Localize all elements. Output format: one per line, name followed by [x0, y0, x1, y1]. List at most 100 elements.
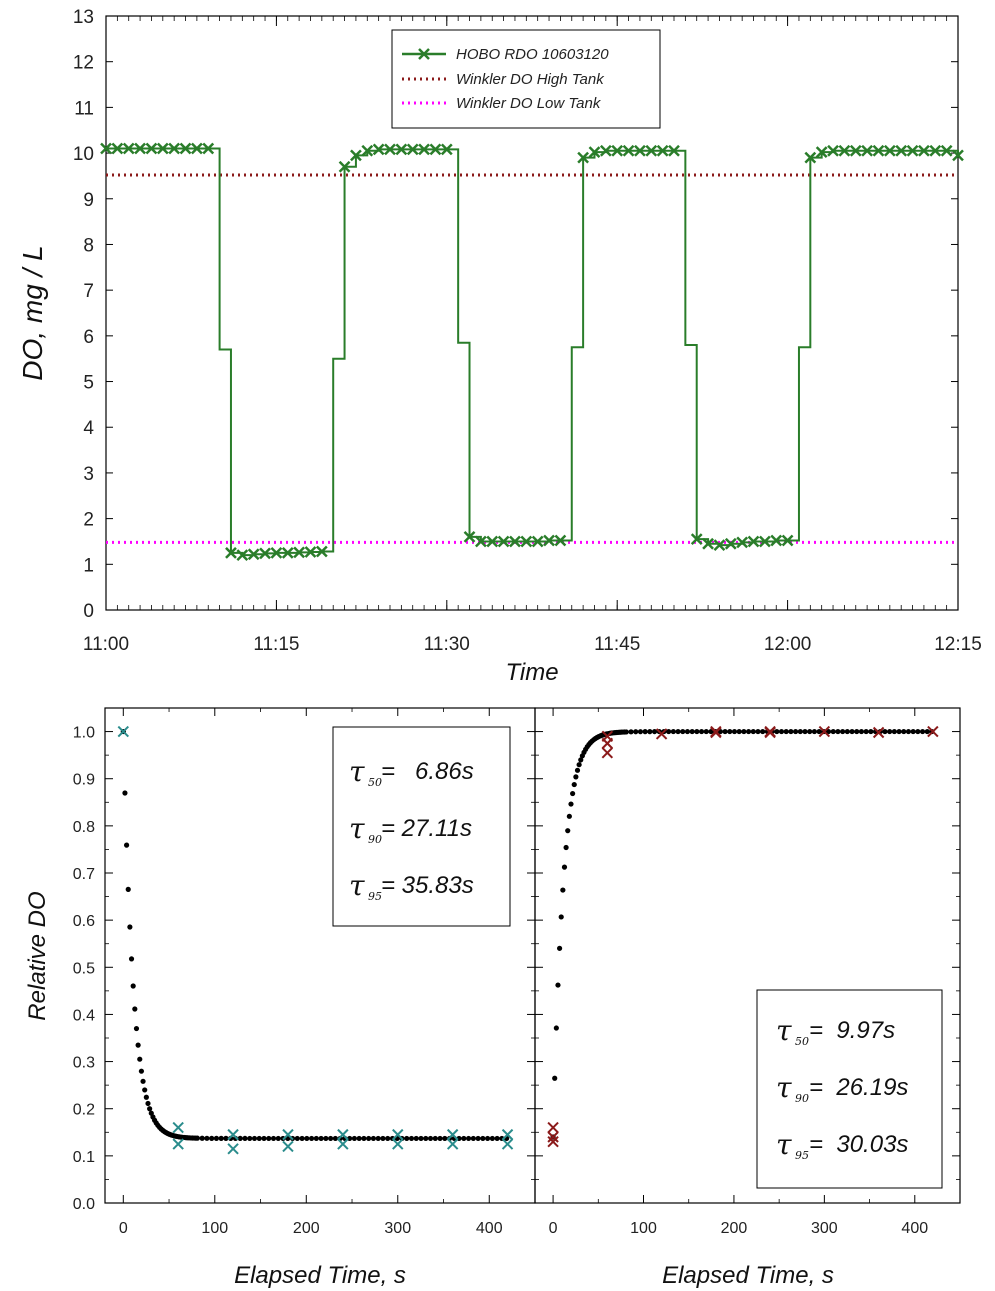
hobo-point-b [872, 144, 885, 157]
data-point [392, 1128, 404, 1141]
fit-dot [370, 1135, 377, 1142]
hobo-point-b [611, 144, 624, 157]
fit-dot [633, 729, 639, 735]
hobo-point-b [724, 537, 737, 550]
hobo-point-b [645, 144, 658, 157]
hobo-point [770, 534, 783, 547]
bl-tau50-sub: 50 [368, 776, 382, 789]
fit-dot [844, 728, 850, 735]
hobo-point [645, 144, 658, 157]
hobo-point [406, 143, 419, 156]
fit-dot [356, 1135, 362, 1142]
hobo-point [781, 534, 794, 547]
hobo-point [304, 546, 317, 558]
hobo-point [179, 142, 192, 155]
fit-dot [919, 728, 926, 735]
fit-dot [132, 1006, 138, 1012]
fit-dot [351, 1135, 357, 1142]
fit-dot [802, 728, 808, 735]
hobo-point [440, 143, 453, 156]
data-point-b [501, 1138, 514, 1150]
hobo-point-b [929, 144, 942, 157]
hobo-point [895, 144, 908, 157]
hobo-point-b [736, 536, 749, 549]
fit-dot [566, 813, 572, 819]
fit-dot [247, 1135, 253, 1142]
fit-dot [408, 1135, 415, 1142]
hobo-point [599, 144, 612, 157]
fit-dot [130, 983, 136, 989]
data-point-b [547, 1131, 559, 1143]
data-point [818, 725, 831, 738]
fit-dot [375, 1135, 381, 1142]
data-point-b [117, 725, 130, 738]
fit-dot [760, 728, 766, 735]
fit-dot [427, 1135, 434, 1142]
fit-dot [807, 728, 813, 735]
hobo-point [861, 144, 874, 157]
hobo-point [758, 535, 771, 548]
br-plot-frame [534, 707, 961, 1204]
hobo-point-b [202, 142, 215, 155]
hobo-point [906, 144, 919, 157]
fit-dot [788, 728, 794, 735]
data-point [227, 1128, 239, 1141]
fit-dot [825, 728, 832, 735]
fit-dot [891, 728, 897, 735]
data-point [764, 726, 776, 739]
hobo-point [372, 143, 385, 156]
ytick-label: 1.0 [73, 725, 95, 742]
hobo-point [236, 549, 249, 562]
hobo-point-b [236, 549, 249, 562]
ytick-label: 0.2 [73, 1102, 95, 1119]
hobo-point-b [122, 142, 135, 155]
fit-dot [304, 1135, 310, 1142]
top-xtick-label: 11:15 [253, 634, 299, 655]
hobo-point [225, 547, 237, 559]
fit-dot [703, 728, 709, 735]
data-point-b [547, 1121, 559, 1134]
data-point [227, 1143, 239, 1155]
hobo-point-b [804, 151, 817, 164]
increase-response-chart: 0 100 200 300 400 Elapsed Time, s τ 50 = 9.9… [534, 707, 961, 1289]
hobo-point [497, 535, 510, 548]
hobo-point-b [418, 143, 430, 156]
fit-dot [731, 728, 738, 735]
hobo-point [384, 143, 396, 156]
fit-dot [745, 728, 752, 735]
data-point [337, 1128, 349, 1141]
fit-dot [437, 1135, 443, 1142]
fit-dot [328, 1135, 334, 1142]
data-point-b [547, 1136, 559, 1148]
bl-x-axis-label: Elapsed Time, s [234, 1262, 406, 1289]
hobo-point-b [384, 143, 396, 156]
hobo-point [156, 142, 169, 155]
fit-dot [651, 728, 658, 735]
fit-dot [194, 1135, 201, 1141]
hobo-point [111, 142, 124, 155]
fit-dot [552, 1075, 558, 1081]
br-axis-ticks: 0 100 200 300 400 [535, 707, 961, 1237]
hobo-point-b [440, 143, 453, 156]
bl-tau95-value: = 35.83s [381, 872, 474, 899]
hobo-point-b [486, 535, 499, 548]
hobo-point-b [952, 149, 964, 162]
ytick-label: 0.3 [73, 1055, 95, 1072]
xtick-label: 400 [901, 1220, 928, 1237]
hobo-point-b [849, 144, 862, 157]
hobo-point [918, 144, 930, 157]
br-points [547, 725, 939, 1148]
hobo-point [202, 142, 215, 155]
hobo-point-b [247, 548, 260, 561]
fit-dot [275, 1135, 281, 1142]
hobo-point-b [270, 547, 283, 559]
data-point [655, 728, 668, 740]
hobo-point [293, 546, 306, 559]
data-point-b [501, 1128, 514, 1141]
hobo-point-b [190, 142, 203, 155]
top-x-ticks: 11:00 11:15 11:30 11:45 12:00 12:15 [83, 16, 982, 655]
hobo-point-b [861, 144, 874, 157]
top-xtick-label: 11:45 [594, 634, 640, 655]
fit-dot [135, 1042, 141, 1048]
data-point [282, 1140, 294, 1153]
